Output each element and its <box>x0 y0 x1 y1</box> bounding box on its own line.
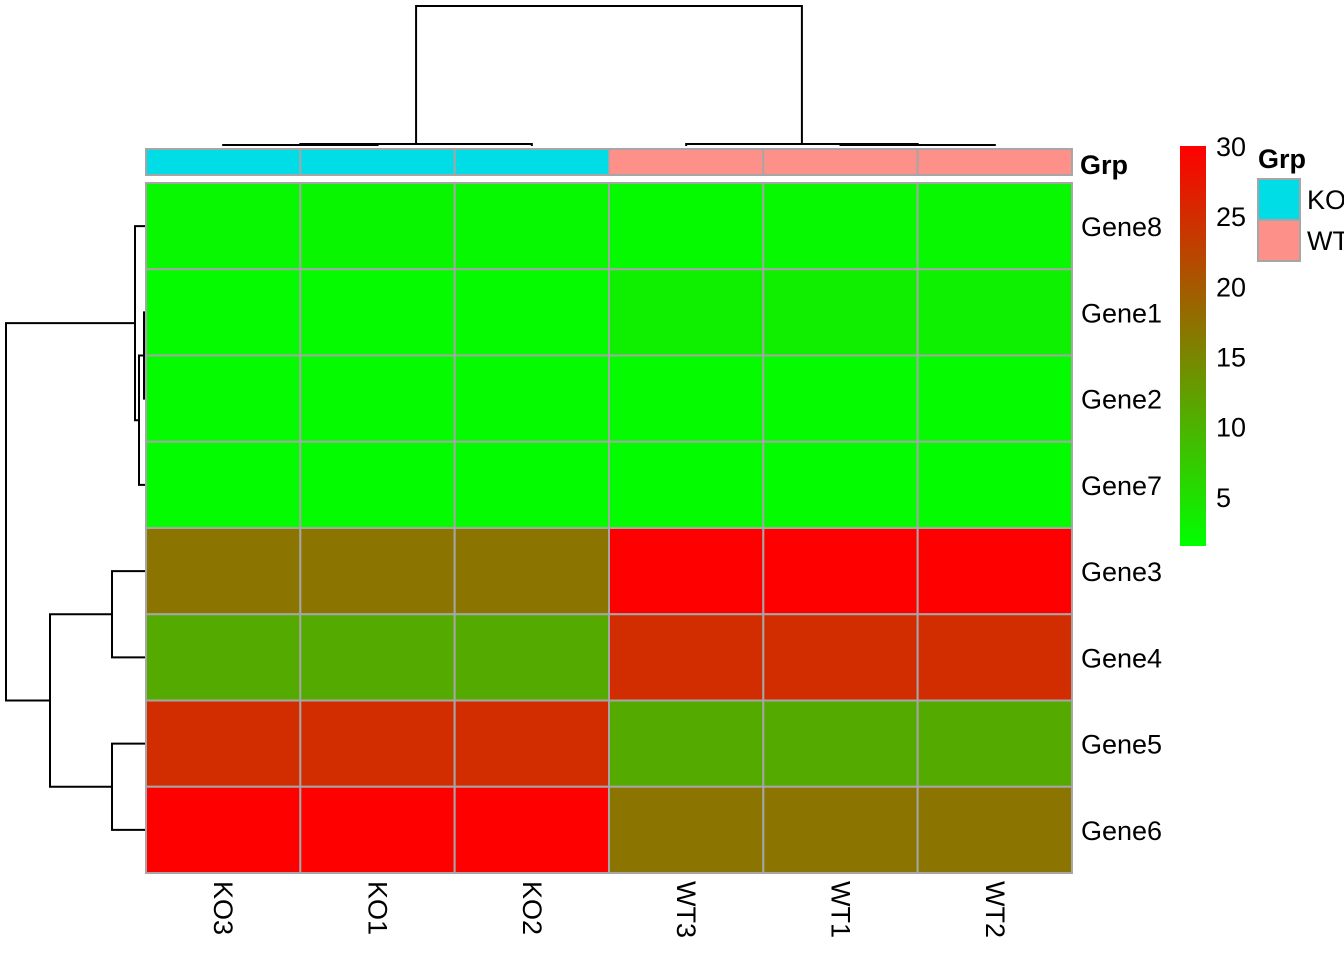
heatmap-cell <box>145 613 302 702</box>
column-dendrogram <box>222 5 996 146</box>
group-annotation-bar <box>145 148 1073 176</box>
heatmap-cell <box>299 440 456 529</box>
row-label: Gene8 <box>1081 212 1162 242</box>
dendrogram-branch <box>111 742 146 831</box>
dendrogram-branch <box>49 613 112 788</box>
heatmap-cell <box>145 785 302 874</box>
heatmap-cell <box>145 440 302 529</box>
heatmap-cell <box>607 613 765 702</box>
color-scale-bar <box>1180 146 1206 546</box>
heatmap-cell <box>453 354 610 443</box>
heatmap-cell <box>762 268 919 357</box>
group-legend-swatch <box>1257 178 1301 221</box>
heatmap-cell <box>762 182 919 271</box>
heatmap-cell <box>299 182 456 271</box>
heatmap-cell <box>453 527 610 616</box>
row-labels: Gene8 Gene1 Gene2 Gene7 Gene3 Gene4 Gene5 Gene6 <box>1081 212 1162 846</box>
heatmap-cell <box>299 785 456 874</box>
group-legend-title: Grp <box>1258 144 1306 174</box>
color-scale-tick: 20 <box>1216 272 1246 302</box>
row-label: Gene4 <box>1081 643 1162 673</box>
row-label: Gene2 <box>1081 385 1162 415</box>
heatmap-cell <box>299 527 456 616</box>
column-label: WT1 <box>825 881 855 938</box>
heatmap-cell <box>916 268 1073 357</box>
annotation-cell <box>762 148 919 176</box>
annotation-cell <box>607 148 765 176</box>
row-label: Gene7 <box>1081 471 1162 501</box>
column-label: KO3 <box>208 881 238 935</box>
dendrogram-branch <box>5 322 135 702</box>
color-scale-tick: 5 <box>1216 483 1231 513</box>
row-dendrogram <box>5 225 146 831</box>
row-label: Gene3 <box>1081 557 1162 587</box>
heatmap-cell <box>453 440 610 529</box>
heatmap-cell <box>145 527 302 616</box>
column-label: KO2 <box>517 881 547 935</box>
heatmap-cell <box>607 268 765 357</box>
column-label: WT2 <box>980 881 1010 938</box>
heatmap-cell <box>453 613 610 702</box>
heatmap-cell <box>916 785 1073 874</box>
annotation-cell <box>916 148 1073 176</box>
heatmap-cell <box>762 613 919 702</box>
heatmap-cell <box>299 354 456 443</box>
column-label: WT3 <box>671 881 701 938</box>
row-label: Gene1 <box>1081 298 1162 328</box>
heatmap-cell <box>916 613 1073 702</box>
heatmap-cell <box>607 527 765 616</box>
group-legend: Grp KO WT <box>1257 144 1344 262</box>
group-legend-label: WT <box>1307 226 1344 256</box>
heatmap-cell <box>916 699 1073 788</box>
heatmap-cell <box>299 699 456 788</box>
annotation-cell <box>145 148 302 176</box>
heatmap-cell <box>453 268 610 357</box>
column-label: KO1 <box>362 881 392 935</box>
annotation-cell <box>299 148 456 176</box>
heatmap-cell <box>453 785 610 874</box>
color-scale-tick: 30 <box>1216 132 1246 162</box>
heatmap-cell <box>762 527 919 616</box>
color-scale-tick: 15 <box>1216 343 1246 373</box>
heatmap-cell <box>145 354 302 443</box>
heatmap-cell <box>607 354 765 443</box>
dendrogram-branch <box>839 144 996 146</box>
heatmap-cell <box>453 182 610 271</box>
heatmap-cell <box>607 699 765 788</box>
group-legend-swatch <box>1257 219 1301 262</box>
heatmap-cell <box>145 182 302 271</box>
dendrogram-branch <box>415 5 803 144</box>
heatmap-cell <box>607 182 765 271</box>
dendrogram-branch <box>111 570 146 659</box>
heatmap-cell <box>299 268 456 357</box>
heatmap-cell <box>145 268 302 357</box>
heatmap-cell <box>916 527 1073 616</box>
annotation-cell <box>453 148 610 176</box>
color-scale-ticks: 5 10 15 20 25 30 <box>1216 132 1246 513</box>
dendrogram-branch <box>222 144 379 146</box>
color-scale-legend: 5 10 15 20 25 30 <box>1180 132 1246 546</box>
color-scale-tick: 25 <box>1216 202 1246 232</box>
column-labels: KO3 KO1 KO2 WT3 WT1 WT2 <box>208 881 1010 938</box>
row-label: Gene5 <box>1081 730 1162 760</box>
group-legend-label: KO <box>1307 185 1344 215</box>
heatmap-cell <box>916 182 1073 271</box>
heatmap-cell <box>145 699 302 788</box>
heatmap-cell <box>453 699 610 788</box>
heatmap-cell <box>762 440 919 529</box>
heatmap-cells <box>145 182 1073 874</box>
heatmap-cell <box>916 354 1073 443</box>
heatmap-cell <box>762 785 919 874</box>
row-label: Gene6 <box>1081 816 1162 846</box>
heatmap-cell <box>762 354 919 443</box>
heatmap-cell <box>607 785 765 874</box>
heatmap-cell <box>607 440 765 529</box>
heatmap-cell <box>916 440 1073 529</box>
heatmap-cell <box>762 699 919 788</box>
color-scale-tick: 10 <box>1216 413 1246 443</box>
annotation-title: Grp <box>1080 150 1128 180</box>
heatmap-cell <box>299 613 456 702</box>
